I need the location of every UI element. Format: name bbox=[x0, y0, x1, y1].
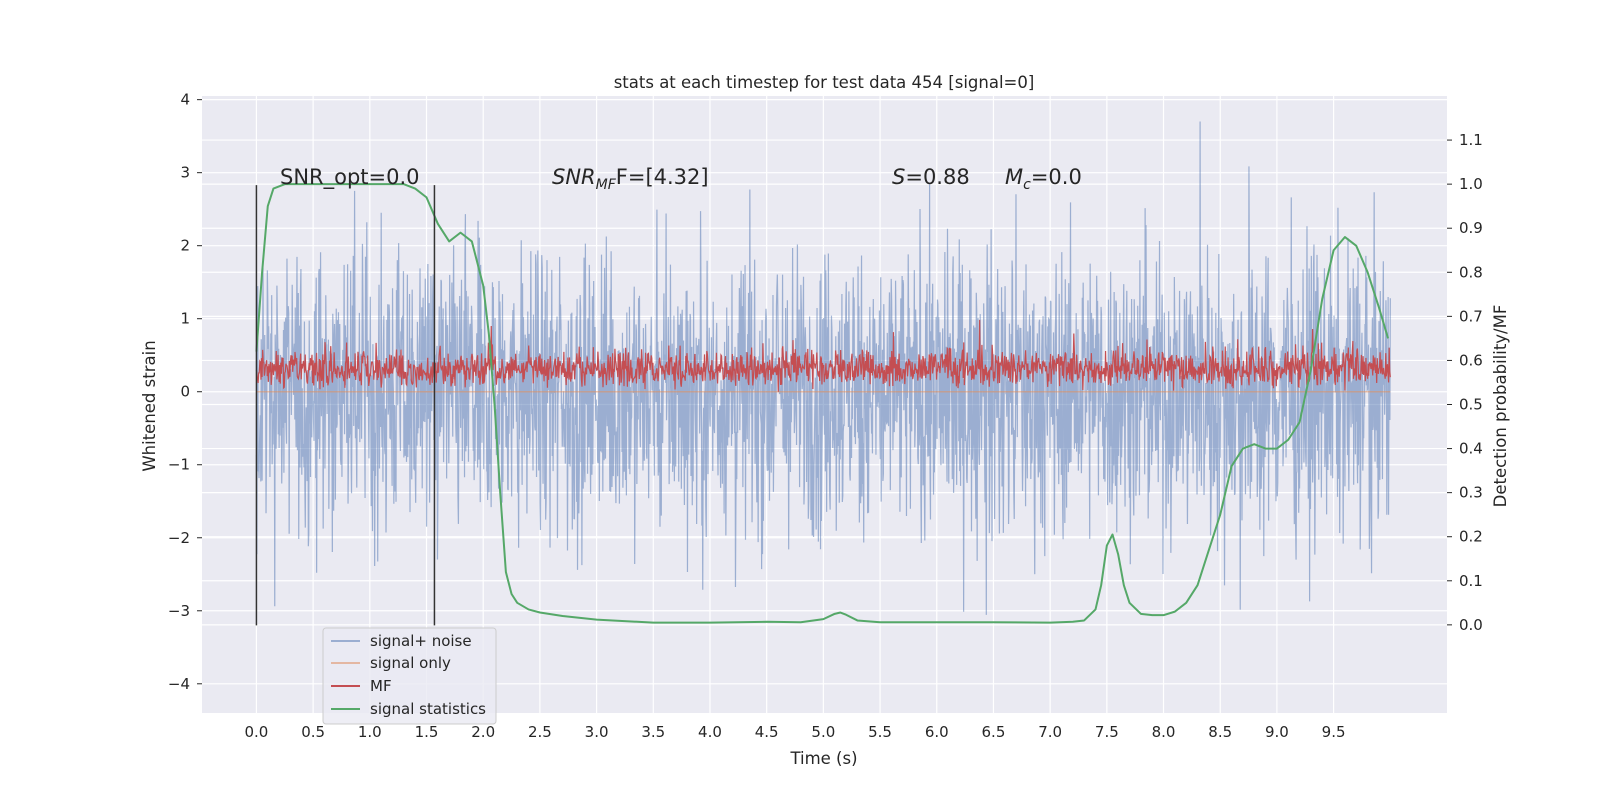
y-right-tick-label: 0.6 bbox=[1459, 351, 1483, 369]
x-tick-label: 0.5 bbox=[301, 723, 325, 741]
y-right-tick-label: 0.0 bbox=[1459, 616, 1483, 634]
y-right-tick-label: 0.9 bbox=[1459, 219, 1483, 237]
annotation-snr-opt: SNR_opt=0.0 bbox=[280, 165, 420, 190]
y-axis-right-label: Detection probability/MF bbox=[1491, 305, 1510, 508]
series-signal-statistics bbox=[255, 183, 1389, 624]
x-tick-label: 7.0 bbox=[1038, 723, 1062, 741]
x-tick-label: 9.5 bbox=[1322, 723, 1346, 741]
annotation-mc: Mc=0.0 bbox=[1005, 165, 1082, 193]
x-tick-label: 4.0 bbox=[698, 723, 722, 741]
x-tick-label: 7.5 bbox=[1095, 723, 1119, 741]
x-tick-label: 0.0 bbox=[244, 723, 268, 741]
y-tick-label: 3 bbox=[180, 164, 190, 182]
legend-box bbox=[322, 627, 497, 725]
legend-label-signal-only: signal only bbox=[370, 654, 451, 672]
y-tick-label: 4 bbox=[180, 91, 190, 109]
x-tick-label: 2.5 bbox=[528, 723, 552, 741]
y-axis-label: Whitened strain bbox=[140, 340, 159, 471]
annotation-mc-base: M bbox=[1005, 165, 1023, 189]
y-right-tick-label: 0.4 bbox=[1459, 440, 1483, 458]
annotation-s: S=0.88 bbox=[892, 165, 970, 189]
y-tick-label: 0 bbox=[180, 383, 190, 401]
annotation-snr-mf: SNRMFF=[4.32] bbox=[552, 165, 709, 193]
chart-title: stats at each timestep for test data 454… bbox=[614, 73, 1035, 92]
x-tick-label: 5.0 bbox=[811, 723, 835, 741]
annotations: SNR_opt=0.0 SNRMFF=[4.32] S=0.88 Mc=0.0 bbox=[280, 165, 1082, 193]
x-tick-label: 8.5 bbox=[1208, 723, 1232, 741]
legend: signal+ noise signal only MF signal stat… bbox=[322, 627, 497, 725]
annotation-snr-mf-sub: MF bbox=[596, 177, 617, 193]
y-right-tick-label: 0.5 bbox=[1459, 396, 1483, 414]
x-tick-label: 6.5 bbox=[982, 723, 1006, 741]
vline-layer bbox=[255, 185, 436, 626]
legend-label-signal-statistics: signal statistics bbox=[370, 700, 486, 718]
ticks-layer: 0.0 0.5 1.0 1.5 2.0 2.5 3.0 3.5 4.0 4.5 5.0 5.5 6.0 6… bbox=[168, 91, 1483, 741]
annotation-snr-mf-base: SNR bbox=[552, 165, 596, 189]
x-tick-label: 4.5 bbox=[755, 723, 779, 741]
y-right-tick-label: 0.3 bbox=[1459, 484, 1483, 502]
annotation-s-rest: =0.88 bbox=[905, 165, 969, 189]
annotation-s-sym: S bbox=[892, 165, 905, 189]
x-tick-label: 1.0 bbox=[358, 723, 382, 741]
y-tick-label: 1 bbox=[180, 310, 190, 328]
x-tick-label: 6.0 bbox=[925, 723, 949, 741]
x-tick-label: 5.5 bbox=[868, 723, 892, 741]
y-right-tick-label: 0.8 bbox=[1459, 263, 1483, 281]
x-tick-label: 9.0 bbox=[1265, 723, 1289, 741]
legend-label-mf: MF bbox=[370, 677, 392, 695]
series-mf bbox=[255, 319, 1391, 392]
x-axis-label: Time (s) bbox=[789, 749, 857, 768]
y-right-tick-label: 1.0 bbox=[1459, 175, 1483, 193]
x-tick-label: 1.5 bbox=[415, 723, 439, 741]
y-tick-label: 2 bbox=[180, 237, 190, 255]
y-right-tick-label: 1.1 bbox=[1459, 131, 1483, 149]
y-right-tick-label: 0.7 bbox=[1459, 307, 1483, 325]
y-right-tick-label: 0.2 bbox=[1459, 528, 1483, 546]
y-tick-label: −2 bbox=[168, 529, 190, 547]
x-tick-label: 2.0 bbox=[471, 723, 495, 741]
x-tick-label: 8.0 bbox=[1152, 723, 1176, 741]
x-tick-label: 3.0 bbox=[585, 723, 609, 741]
annotation-snr-mf-rest: F=[4.32] bbox=[616, 165, 709, 189]
y-tick-label: −1 bbox=[168, 456, 190, 474]
series-layer bbox=[255, 121, 1391, 624]
y-tick-label: −4 bbox=[168, 675, 190, 693]
x-tick-label: 3.5 bbox=[641, 723, 665, 741]
annotation-mc-rest: =0.0 bbox=[1031, 165, 1082, 189]
annotation-mc-sub: c bbox=[1023, 177, 1031, 193]
y-tick-label: −3 bbox=[168, 602, 190, 620]
legend-label-signal-noise: signal+ noise bbox=[370, 632, 472, 650]
y-right-tick-label: 0.1 bbox=[1459, 572, 1483, 590]
